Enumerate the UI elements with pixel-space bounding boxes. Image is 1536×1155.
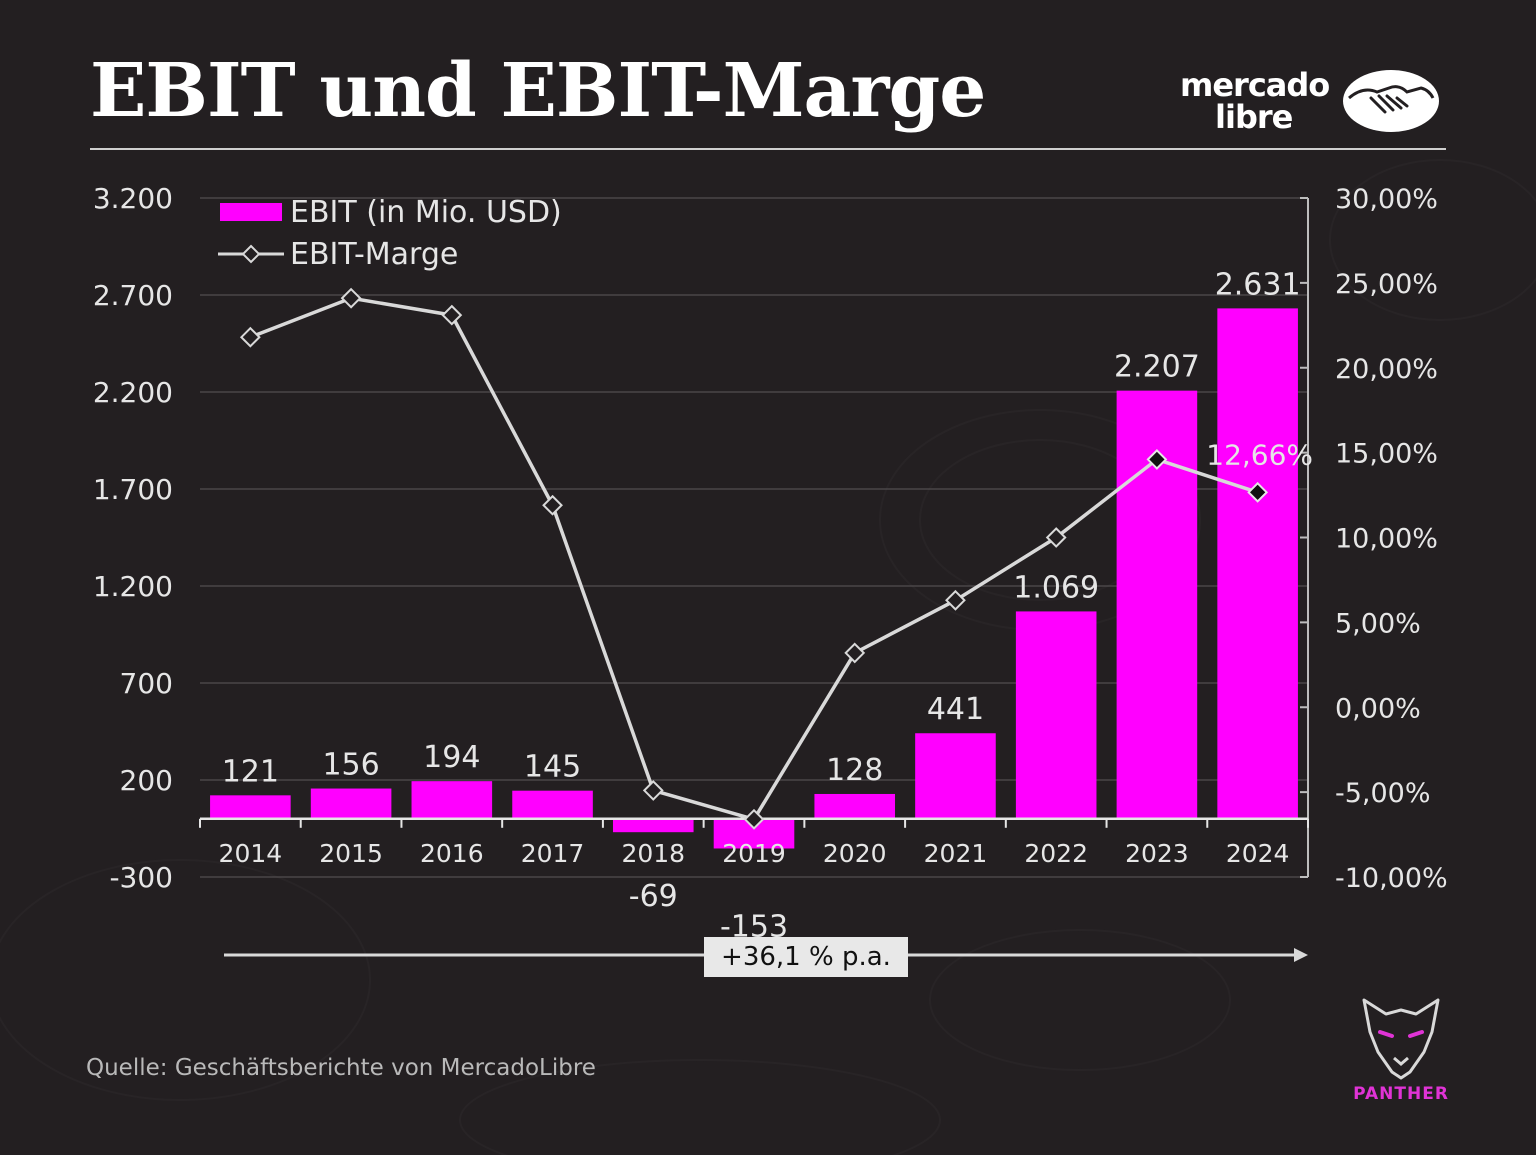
x-tick-label-2019: 2019 (722, 839, 786, 868)
ebit-bar-2018 (612, 818, 694, 833)
x-tick-label-2023: 2023 (1125, 839, 1189, 868)
y-left-tick-label: 1.700 (93, 473, 173, 506)
x-tick-label-2020: 2020 (823, 839, 887, 868)
cagr-badge: +36,1 % p.a. (704, 937, 908, 977)
ebit-value-label-2024: 2.631 (1215, 267, 1301, 302)
ebit-margin-marker-2014 (239, 326, 261, 348)
ebit-bar-2020 (814, 793, 896, 819)
ebit-margin-marker-2021 (945, 589, 966, 611)
ebit-margin-marker-2024 (1247, 481, 1269, 503)
ebit-margin-marker-2015 (340, 287, 362, 309)
ebit-value-label-2014: 121 (222, 754, 279, 789)
ebit-value-label-2017: 145 (524, 750, 581, 785)
y-right-tick-label: 0,00% (1335, 693, 1421, 724)
legend-bar-swatch (220, 203, 282, 221)
x-tick-label-2021: 2021 (924, 839, 988, 868)
y-right-tick-label: 25,00% (1335, 269, 1438, 300)
ebit-margin-marker-2018 (642, 780, 664, 801)
data-labels: 121 156 194 145-69-1531284411.0692.2072.631… (222, 267, 1313, 944)
ebit-margin-label-2024: 12,66% (1206, 438, 1313, 471)
ebit-margin-line (239, 287, 1269, 830)
y-right-tick-label: 15,00% (1335, 439, 1438, 470)
ebit-value-label-2021: 441 (927, 692, 984, 727)
x-tick-label-2024: 2024 (1226, 839, 1290, 868)
logo-text-line1: mercado (1180, 66, 1330, 104)
title-divider (90, 148, 1446, 150)
ebit-margin-marker-2019 (743, 808, 765, 830)
ebit-value-label-2023: 2.207 (1114, 350, 1200, 385)
legend-ebit-label: EBIT (in Mio. USD) (290, 195, 562, 230)
y-right-tick-label: -10,00% (1335, 863, 1448, 894)
legend-margin-label: EBIT-Marge (290, 237, 458, 272)
y-right-tick-label: 5,00% (1335, 608, 1421, 639)
chart-legend: EBIT (in Mio. USD) EBIT-Marge (218, 195, 562, 272)
brand-name: PANTHER (1353, 1084, 1449, 1104)
ebit-value-label-2016: 194 (423, 740, 480, 775)
source-note: Quelle: Geschäftsberichte von MercadoLib… (86, 1055, 596, 1081)
ebit-value-label-2022: 1.069 (1013, 570, 1099, 605)
axes: -300 200 700 1.200 1.700 2.200 2.700 3.200 -10,0… (93, 182, 1448, 894)
ebit-bar-2016 (411, 781, 493, 819)
ebit-bar-2015 (310, 788, 392, 819)
ebit-bar-2024 (1217, 308, 1298, 819)
y-right-tick-label: 20,00% (1335, 354, 1438, 385)
ebit-margin-marker-2023 (1146, 449, 1168, 470)
x-tick-label-2022: 2022 (1024, 839, 1088, 868)
y-right-tick-label: -5,00% (1335, 778, 1431, 809)
ebit-value-label-2020: 128 (826, 753, 883, 788)
x-tick-label-2018: 2018 (621, 839, 685, 868)
ebit-bar-2021 (915, 733, 996, 819)
y-left-tick-label: 200 (120, 764, 173, 797)
ebit-bar-2022 (1015, 611, 1097, 819)
panther-head-icon (1362, 998, 1440, 1080)
ebit-value-label-2018: -69 (629, 879, 678, 914)
x-tick-label-2016: 2016 (420, 839, 484, 868)
ebit-value-label-2015: 156 (322, 748, 379, 783)
ebit-bar-2017 (512, 790, 593, 819)
ebit-bars (210, 308, 1298, 849)
logo-text-line2: libre (1215, 98, 1293, 136)
ebit-bar-2014 (210, 795, 291, 819)
page-title: EBIT und EBIT-Marge (90, 48, 986, 134)
ebit-margin-marker-2017 (542, 494, 563, 516)
ebit-margin-marker-2022 (1045, 527, 1067, 548)
handshake-icon (1343, 70, 1439, 132)
ebit-margin-marker-2020 (844, 642, 866, 664)
y-left-tick-label: 2.200 (93, 376, 173, 409)
y-left-tick-label: 3.200 (93, 182, 173, 215)
ebit-margin-marker-2016 (441, 304, 463, 326)
x-tick-label-2017: 2017 (521, 839, 585, 868)
mercadolibre-logo: mercado libre (1175, 66, 1445, 136)
x-tick-label-2015: 2015 (319, 839, 383, 868)
panther-brand: PANTHER (1346, 992, 1466, 1112)
y-right-tick-label: 10,00% (1335, 524, 1438, 555)
y-left-tick-label: -300 (109, 861, 173, 894)
y-right-tick-label: 30,00% (1335, 184, 1438, 215)
ebit-margin-polyline (249, 296, 1259, 822)
y-left-tick-label: 700 (120, 667, 173, 700)
y-left-tick-label: 2.700 (93, 279, 173, 312)
x-tick-label-2014: 2014 (219, 839, 283, 868)
legend-diamond-marker (241, 244, 261, 264)
y-left-tick-label: 1.200 (93, 570, 173, 603)
